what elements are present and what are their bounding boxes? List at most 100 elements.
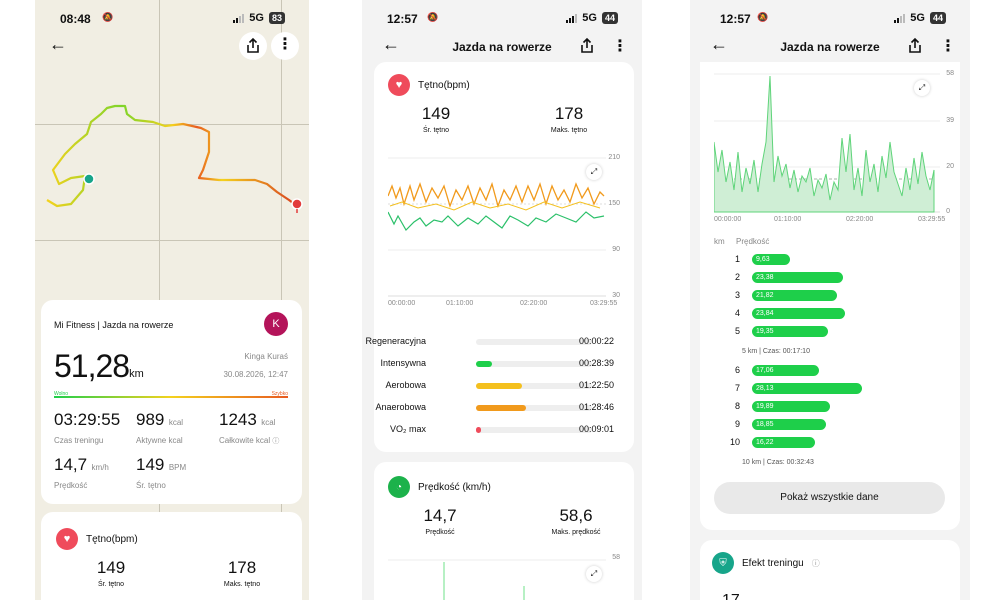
stat-unit: kcal <box>168 418 184 427</box>
split-km: 6 <box>734 365 740 375</box>
stat-active-kcal: 989 kcal Aktywne kcal <box>136 410 183 445</box>
card-title: Tętno(bpm) <box>418 79 470 91</box>
split-km: 7 <box>734 383 740 393</box>
speed-card[interactable]: ◔ Prędkość (km/h) 14,7 Prędkość 58,6 Mak… <box>374 462 634 600</box>
user-name: Kinga Kuraś <box>244 352 288 361</box>
stat-value: 989 <box>136 410 165 429</box>
split-km: 9 <box>734 419 740 429</box>
workout-source: Mi Fitness | Jazda na rowerze <box>54 320 174 330</box>
split-bar: 18,85 <box>752 419 826 430</box>
y-tick: 58 <box>946 70 954 77</box>
status-bar: 08:48 🔕 5G 83 <box>35 12 309 28</box>
stat-speed: 14,7 km/h Prędkość <box>54 455 109 490</box>
status-bar: 12:57 🔕 5G 44 <box>362 12 642 28</box>
zone-row: Intensywna 00:28:39 <box>380 358 614 372</box>
signal-icon <box>566 13 578 23</box>
expand-icon[interactable]: ⤢ <box>586 566 602 582</box>
zone-fill <box>476 361 493 367</box>
stat-duration: 03:29:55 Czas treningu <box>54 410 120 445</box>
route-start-marker <box>83 173 95 185</box>
split-km: 5 <box>734 326 740 336</box>
stat-label: Prędkość <box>54 481 88 490</box>
share-icon[interactable] <box>904 35 926 57</box>
top-bar: ← ⋮ <box>35 32 309 60</box>
distance-unit: km <box>129 368 144 380</box>
hr-line-orange <box>387 181 605 209</box>
split-km: 1 <box>734 254 740 264</box>
distance-value: 51,28 <box>54 348 130 384</box>
avatar[interactable]: K <box>264 312 288 336</box>
speed-chart[interactable]: ⤢ 58 <box>388 554 620 600</box>
zone-row: Aerobowa 01:22:50 <box>385 380 614 394</box>
split-km: 3 <box>734 290 740 300</box>
zone-time: 01:28:46 <box>578 402 614 412</box>
zone-time: 01:22:50 <box>578 380 614 390</box>
avg-speed-value: 14,7 <box>423 506 457 525</box>
training-effect-icon: ⛨ <box>712 552 734 574</box>
training-effect-card[interactable]: ⛨ Efekt treningu ⓘ 17 <box>700 540 960 600</box>
route-map[interactable] <box>35 60 309 230</box>
stat-label: Aktywne kcal <box>136 436 183 445</box>
zone-track <box>476 405 592 411</box>
split-bar: 16,22 <box>752 437 815 448</box>
split-bar: 19,89 <box>752 401 830 412</box>
expand-icon[interactable]: ⤢ <box>914 80 930 96</box>
route-end-marker <box>291 198 303 210</box>
top-bar: ← Jazda na rowerze ⋮ <box>690 32 970 60</box>
stat-value: 1243 <box>219 410 257 429</box>
share-button[interactable] <box>239 32 267 60</box>
max-speed-value: 58,6 <box>559 506 593 525</box>
more-options-icon[interactable]: ⋮ <box>271 32 299 60</box>
x-tick: 01:10:00 <box>774 216 802 223</box>
mute-icon: 🔕 <box>427 12 439 22</box>
y-tick: 30 <box>612 292 620 299</box>
y-tick: 0 <box>946 208 950 215</box>
stat-value: 03:29:55 <box>54 410 121 429</box>
zone-name: Aerobowa <box>385 380 426 390</box>
back-arrow-icon[interactable]: ← <box>710 34 728 54</box>
speed-chart-svg <box>713 73 940 213</box>
split-bar: 23,84 <box>752 308 845 319</box>
zone-fill <box>476 383 523 389</box>
split-bar: 17,06 <box>752 365 819 376</box>
avg-speed-label: Prędkość <box>425 529 455 536</box>
info-icon[interactable]: ⓘ <box>811 558 820 568</box>
avg-hr-label: Śr. tętno <box>422 127 450 134</box>
hr-line-yellow <box>389 201 601 211</box>
stat-value: 149 <box>136 455 165 474</box>
back-arrow-icon[interactable]: ← <box>49 34 67 54</box>
share-icon[interactable] <box>576 35 598 57</box>
zone-row: Regeneracyjna 00:00:22 <box>365 336 614 350</box>
status-time: 12:57 <box>720 12 751 26</box>
heart-rate-card[interactable]: ♥ Tętno(bpm) 149 Śr. tętno 178 Maks. tęt… <box>41 512 302 600</box>
speed-chart-svg <box>388 559 606 600</box>
info-icon[interactable]: ⓘ <box>272 438 280 445</box>
battery-icon: 44 <box>601 12 618 24</box>
split-bar: 28,13 <box>752 383 862 394</box>
x-tick: 02:20:00 <box>520 300 548 307</box>
zone-track <box>476 361 592 367</box>
avg-hr-label: Śr. tętno <box>97 581 125 588</box>
screen-speed-splits: 12:57 🔕 5G 44 ← Jazda na rowerze ⋮ ⤢ 58 … <box>690 0 970 600</box>
zone-time: 00:28:39 <box>578 358 614 368</box>
show-all-data-button[interactable]: Pokaż wszystkie dane <box>714 482 945 514</box>
x-tick: 03:29:55 <box>918 216 946 223</box>
speed-chart[interactable]: ⤢ 58 39 20 0 00:00:00 01:10:00 02:20:00 … <box>713 70 954 232</box>
status-bar: 12:57 🔕 5G 44 <box>690 12 970 28</box>
more-options-icon[interactable]: ⋮ <box>940 38 956 55</box>
avg-hr-value: 149 <box>96 558 126 577</box>
split-bar: 9,63 <box>752 254 790 265</box>
mute-icon: 🔕 <box>757 12 769 22</box>
x-tick: 00:00:00 <box>714 216 742 223</box>
split-km: 8 <box>734 401 740 411</box>
expand-icon[interactable]: ⤢ <box>586 164 602 180</box>
back-arrow-icon[interactable]: ← <box>382 34 400 54</box>
stat-avg-hr: 149 BPM Śr. tętno <box>136 455 186 490</box>
more-options-icon[interactable]: ⋮ <box>612 38 628 55</box>
stat-unit: BPM <box>168 463 187 472</box>
signal-icon <box>894 13 906 23</box>
battery-icon: 83 <box>268 12 285 24</box>
heart-rate-chart[interactable]: ⤢ 210 150 90 30 00:00:00 01:10:00 02:20:… <box>387 154 620 308</box>
x-tick: 00:00:00 <box>388 300 416 307</box>
network-label: 5G <box>910 12 925 24</box>
